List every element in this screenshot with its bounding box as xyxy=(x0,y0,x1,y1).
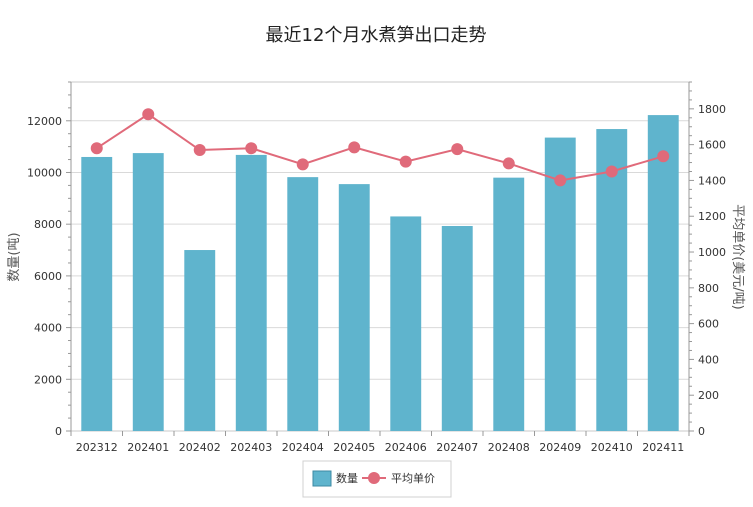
x-tick-label: 202406 xyxy=(385,441,427,454)
right-tick-label: 600 xyxy=(698,318,719,331)
left-tick-label: 12000 xyxy=(27,115,62,128)
x-tick-label: 202408 xyxy=(488,441,530,454)
price-point xyxy=(502,157,515,170)
bar xyxy=(493,177,525,431)
right-tick-label: 1600 xyxy=(698,139,726,152)
bar xyxy=(132,153,164,431)
x-tick-label: 202405 xyxy=(333,441,375,454)
line-series xyxy=(90,108,670,187)
x-tick-label: 202402 xyxy=(179,441,221,454)
left-tick-label: 10000 xyxy=(27,166,62,179)
bar xyxy=(390,216,422,431)
bar xyxy=(441,225,473,431)
right-tick-label: 0 xyxy=(698,425,705,438)
price-point xyxy=(245,142,258,155)
bar xyxy=(596,129,628,432)
gridlines xyxy=(71,120,689,432)
price-point xyxy=(451,143,464,156)
left-tick-label: 2000 xyxy=(34,373,62,386)
right-tick-label: 1000 xyxy=(698,246,726,259)
price-point xyxy=(348,141,361,154)
price-point xyxy=(193,144,206,157)
right-tick-label: 1800 xyxy=(698,103,726,116)
left-tick-label: 8000 xyxy=(34,218,62,231)
legend-label-price: 平均单价 xyxy=(391,472,435,485)
bar xyxy=(544,137,576,431)
y-axis-title-right: 平均单价(美元/吨) xyxy=(730,204,745,310)
x-tick-label: 202401 xyxy=(127,441,169,454)
price-point xyxy=(605,165,618,178)
bar xyxy=(81,156,113,431)
bar xyxy=(184,250,216,431)
y-axis-title-left: 数量(吨) xyxy=(7,232,22,281)
legend: 数量 平均单价 xyxy=(302,460,452,498)
bar-series xyxy=(81,115,679,432)
right-tick-label: 200 xyxy=(698,389,719,402)
x-tick-label: 202404 xyxy=(282,441,324,454)
chart-title: 最近12个月水煮笋出口走势 xyxy=(266,25,487,46)
left-axis: 0 2000 4000 6000 8000 10000 12000 xyxy=(27,81,72,438)
legend-label-quantity: 数量 xyxy=(336,472,358,485)
left-tick-label: 4000 xyxy=(34,322,62,335)
price-point xyxy=(90,142,103,155)
x-tick-label: 202312 xyxy=(76,441,118,454)
right-tick-label: 1400 xyxy=(698,174,726,187)
left-tick-label: 6000 xyxy=(34,270,62,283)
x-tick-label: 202403 xyxy=(230,441,272,454)
bar xyxy=(338,184,370,431)
legend-swatch-quantity xyxy=(312,470,332,487)
x-tick-label: 202410 xyxy=(591,441,633,454)
bar xyxy=(235,154,267,431)
price-point xyxy=(657,150,670,163)
right-axis: 0 200 400 600 800 1000 1200 1400 1600 1800 xyxy=(688,81,726,438)
right-tick-label: 1200 xyxy=(698,210,726,223)
bar xyxy=(647,115,679,432)
left-tick-label: 0 xyxy=(55,425,62,438)
x-axis: 202312 202401 202402 202403 202404 202405 2024… xyxy=(70,431,690,454)
price-point xyxy=(399,155,412,168)
price-point xyxy=(142,108,155,121)
x-tick-label: 202407 xyxy=(436,441,478,454)
x-tick-label: 202411 xyxy=(642,441,684,454)
right-tick-label: 800 xyxy=(698,282,719,295)
price-point xyxy=(554,174,567,187)
price-point xyxy=(296,158,309,171)
right-tick-label: 400 xyxy=(698,353,719,366)
x-tick-label: 202409 xyxy=(539,441,581,454)
price-line xyxy=(96,113,664,182)
bar xyxy=(287,177,319,431)
legend-swatch-price-marker xyxy=(368,472,380,484)
